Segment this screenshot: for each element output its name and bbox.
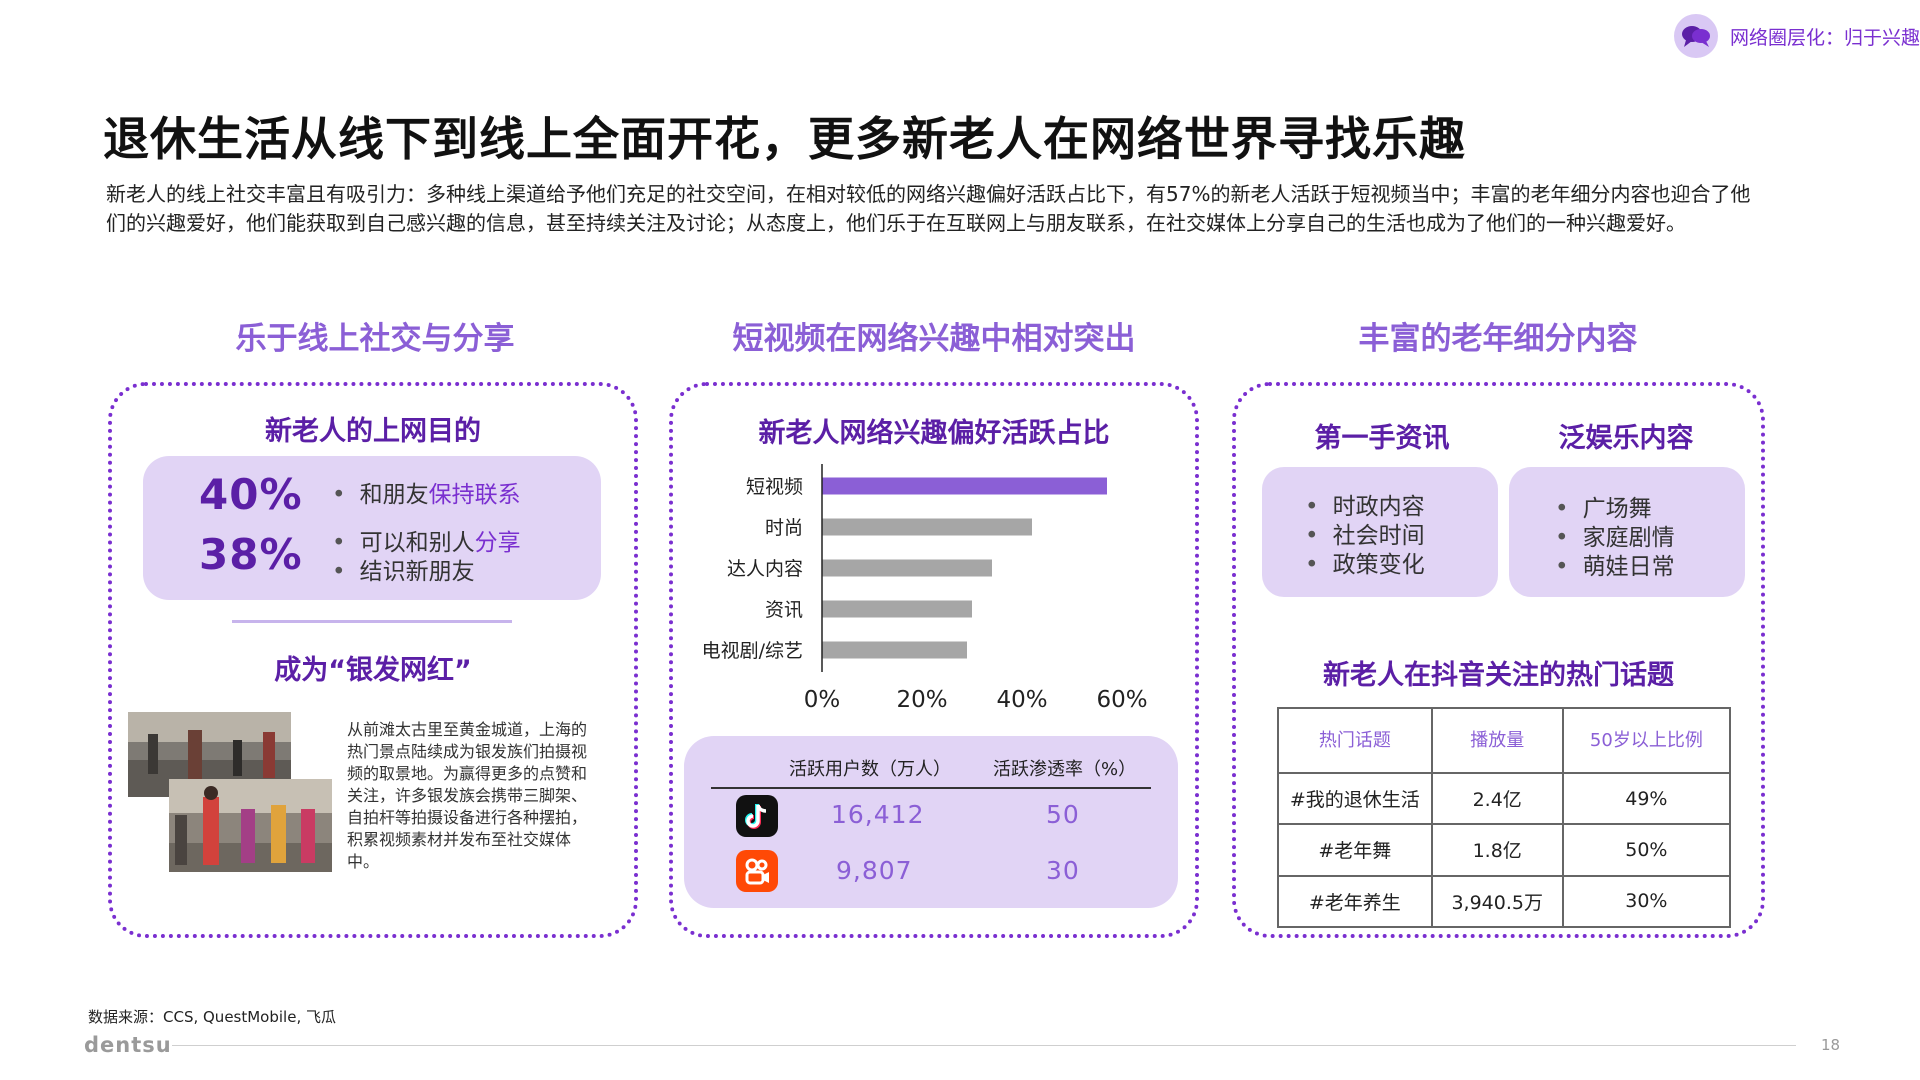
tiktok-rate: 50 (1046, 800, 1080, 829)
table-row: #老年舞 1.8亿 50% (1277, 823, 1732, 877)
panel-social (108, 382, 638, 938)
purpose-item-2: • 可以和别人分享 (332, 530, 521, 556)
topics-table-heading: 新老人在抖音关注的热门话题 (1323, 660, 1674, 691)
firsthand-item-3: • 政策变化 (1305, 552, 1425, 578)
brand-logo: dentsu (84, 1033, 172, 1057)
divider-left (232, 620, 512, 623)
table-cell: 30% (1561, 874, 1732, 929)
bar-4 (822, 641, 967, 659)
table-row: #老年养生 3,940.5万 30% (1277, 874, 1732, 929)
entertainment-item-2: • 家庭剧情 (1555, 525, 1675, 551)
firsthand-box (1262, 467, 1498, 597)
table-cell: #我的退休生活 (1277, 771, 1433, 826)
data-source: 数据来源：CCS, QuestMobile, 飞瓜 (88, 1008, 336, 1026)
table-cell: #老年养生 (1277, 874, 1433, 929)
table-header-row: 热门话题 播放量 50岁以上比例 (1277, 707, 1732, 774)
page-number: 18 (1821, 1036, 1841, 1054)
entertainment-box (1509, 467, 1745, 597)
stat-header-rate: 活跃渗透率（%） (993, 759, 1137, 780)
firsthand-item-2: • 社会时间 (1305, 523, 1425, 549)
panel-short-video (669, 382, 1199, 938)
tiktok-users: 16,412 (831, 800, 925, 829)
firsthand-item-1: • 时政内容 (1305, 494, 1425, 520)
table-cell: 50% (1561, 823, 1732, 877)
stat-header-users: 活跃用户数（万人） (789, 759, 951, 780)
table-cell: 49% (1561, 771, 1732, 826)
kuaishou-icon (736, 850, 778, 892)
kuaishou-rate: 30 (1046, 856, 1080, 885)
influencer-description: 从前滩太古里至黄金城道，上海的热门景点陆续成为银发族们拍摄视频的取景地。为赢得更… (347, 720, 588, 871)
entertainment-item-1: • 广场舞 (1555, 496, 1652, 522)
x-tick-label-0: 0% (804, 687, 841, 713)
table-cell: #老年舞 (1277, 823, 1433, 877)
photo-street (128, 712, 291, 797)
x-tick-label-1: 20% (896, 687, 947, 713)
category-label-4: 电视剧/综艺 (702, 640, 803, 662)
table-header-ratio: 50岁以上比例 (1561, 707, 1732, 774)
section-heading-left: 乐于线上社交与分享 (235, 321, 515, 357)
category-label-1: 时尚 (765, 517, 803, 539)
kuaishou-users: 9,807 (836, 856, 913, 885)
stat-header-line (711, 787, 1151, 789)
header-tag-text: 网络圈层化：归于兴趣 (1729, 26, 1920, 49)
section-heading-right: 丰富的老年细分内容 (1358, 321, 1638, 357)
category-label-0: 短视频 (746, 476, 803, 498)
x-tick-label-3: 60% (1096, 687, 1147, 713)
firsthand-heading: 第一手资讯 (1314, 423, 1450, 454)
entertainment-heading: 泛娱乐内容 (1558, 423, 1694, 454)
chat-bubbles-icon (1673, 14, 1718, 58)
table-header-topic: 热门话题 (1277, 707, 1433, 774)
table-cell: 2.4亿 (1430, 771, 1564, 826)
chart-title: 新老人网络兴趣偏好活跃占比 (758, 418, 1110, 449)
purpose-box (143, 456, 601, 600)
stat-pct-2: 38% (199, 530, 303, 579)
tiktok-icon (736, 795, 778, 837)
panel-content (1232, 382, 1765, 938)
intro-paragraph: 新老人的线上社交丰富且有吸引力：多种线上渠道给予他们充足的社交空间，在相对较低的… (106, 182, 1751, 235)
stat-pct-1: 40% (199, 470, 303, 519)
category-label-2: 达人内容 (727, 558, 803, 580)
section-heading-middle: 短视频在网络兴趣中相对突出 (732, 321, 1136, 357)
category-label-3: 资讯 (765, 599, 803, 621)
topics-table: 热门话题 播放量 50岁以上比例 #我的退休生活 2.4亿 49% #老年舞 1… (1277, 707, 1732, 929)
page-title: 退休生活从线下到线上全面开花，更多新老人在网络世界寻找乐趣 (103, 112, 1466, 166)
table-header-views: 播放量 (1430, 707, 1564, 774)
entertainment-item-3: • 萌娃日常 (1555, 554, 1675, 580)
photo-dancers (169, 779, 332, 872)
footer-divider (172, 1045, 1796, 1046)
table-row: #我的退休生活 2.4亿 49% (1277, 771, 1732, 826)
bar-3 (822, 600, 972, 618)
purpose-item-1: • 和朋友保持联系 (332, 482, 521, 508)
bar-0 (822, 477, 1107, 495)
header-tag: 网络圈层化：归于兴趣 (1673, 14, 1920, 58)
online-purpose-heading: 新老人的上网目的 (265, 416, 481, 447)
purpose-item-3: • 结识新朋友 (332, 559, 475, 585)
silver-influencer-heading: 成为“银发网红” (274, 655, 472, 686)
x-tick-label-2: 40% (996, 687, 1047, 713)
table-cell: 1.8亿 (1430, 823, 1564, 877)
bar-2 (822, 559, 992, 577)
bar-1 (822, 518, 1032, 536)
table-cell: 3,940.5万 (1430, 874, 1564, 929)
